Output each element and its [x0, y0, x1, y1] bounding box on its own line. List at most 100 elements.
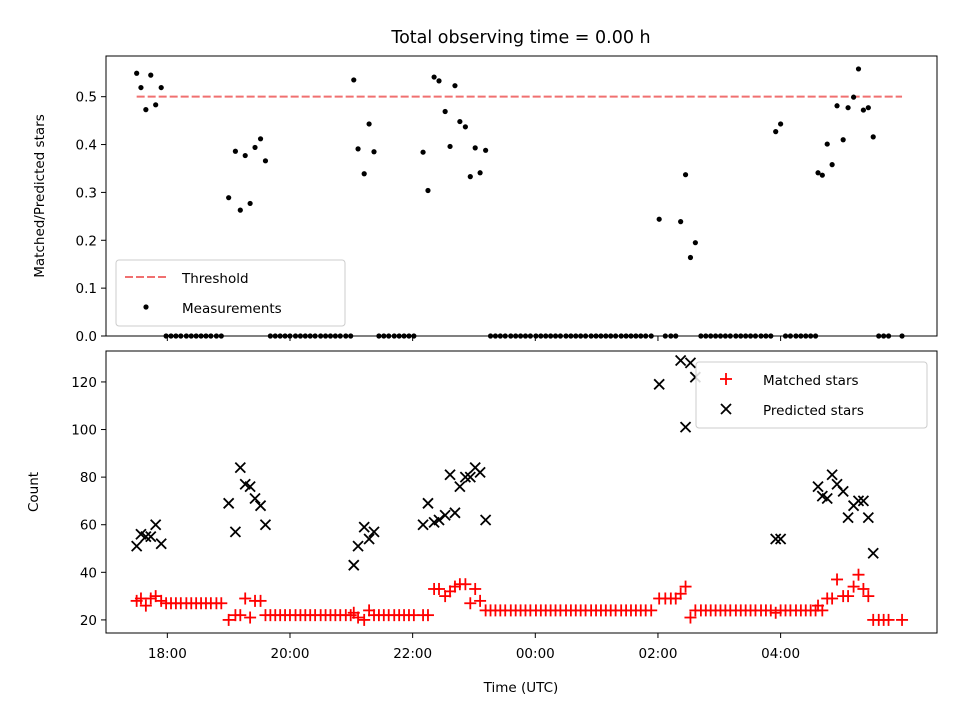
predicted-stars-point	[352, 540, 364, 552]
matched-stars-point	[459, 578, 472, 591]
measurement-point	[457, 118, 463, 125]
predicted-stars-point	[821, 492, 833, 505]
predicted-stars-point	[464, 471, 476, 483]
measurement-point	[773, 129, 779, 135]
matched-stars-point	[222, 613, 235, 626]
predicted-stars-stroke	[770, 533, 782, 545]
predicted-stars-stroke	[862, 511, 874, 524]
predicted-stars-point	[229, 526, 242, 538]
predicted-stars-point	[155, 538, 167, 550]
measurement-point	[687, 254, 694, 261]
matched-stars-point	[842, 590, 855, 603]
measurement-point	[237, 207, 243, 213]
measurement-point	[138, 84, 144, 91]
predicted-stars-stroke	[155, 538, 167, 550]
predicted-stars-point	[417, 519, 429, 531]
matched-stars-point	[139, 599, 152, 612]
top-x-axis	[166, 336, 782, 341]
ratio-panel: Total observing time = 0.00 h Matched/Pr…	[32, 28, 938, 345]
top-axes-frame	[105, 55, 938, 337]
predicted-stars-stroke	[135, 528, 147, 540]
predicted-stars-stroke	[234, 461, 246, 474]
measurement-point	[824, 141, 830, 147]
predicted-stars-stroke	[464, 471, 476, 483]
measurement-point	[483, 147, 489, 153]
measurement-point	[452, 83, 458, 89]
predicted-stars-point	[223, 497, 235, 509]
measurement-point	[870, 134, 876, 140]
predicted-stars-point	[812, 481, 824, 493]
predicted-stars-stroke	[352, 540, 364, 552]
matched-stars-point	[448, 580, 461, 593]
measurement-point	[420, 149, 426, 155]
measurement-point	[361, 171, 367, 177]
count-series-layer	[130, 354, 909, 626]
predicted-stars-point	[837, 485, 849, 498]
predicted-stars-point	[474, 466, 486, 479]
predicted-stars-stroke	[422, 497, 434, 509]
matched-stars-point	[882, 613, 895, 626]
measurement-point	[134, 70, 140, 76]
measurement-point	[845, 105, 851, 111]
predicted-stars-point	[444, 469, 456, 481]
bottom-y-axis: 20 40 60 80 100 120	[71, 375, 106, 629]
matched-stars-point	[433, 582, 446, 595]
predicted-stars-stroke	[259, 519, 272, 531]
bottom-y-tick-label: 60	[80, 518, 97, 534]
top-legend: Threshold Measurements	[115, 259, 346, 327]
bottom-legend-box	[695, 361, 928, 429]
matched-stars-point	[896, 613, 909, 626]
bottom-axes-frame	[105, 350, 938, 634]
measurement-point	[778, 121, 784, 127]
predicted-stars-point	[150, 519, 162, 531]
measurement-point	[242, 152, 248, 159]
bottom-x-tick-label: 00:00	[516, 646, 555, 662]
predicted-stars-stroke	[363, 533, 375, 545]
matched-stars-point	[344, 609, 357, 622]
matched-stars-point	[816, 604, 829, 617]
predicted-stars-point	[234, 461, 246, 474]
legend-matched-swatch	[720, 373, 732, 385]
predicted-stars-stroke	[816, 490, 828, 502]
matched-stars-point	[352, 611, 365, 624]
predicted-stars-stroke	[454, 481, 466, 493]
predicted-stars-point	[363, 533, 375, 545]
measurement-point	[678, 219, 684, 225]
legend-predicted-label: Predicted stars	[763, 403, 864, 419]
measurement-point	[262, 158, 269, 164]
predicted-stars-stroke	[474, 466, 486, 479]
measurement-point	[153, 102, 159, 108]
measurement-point	[366, 121, 372, 127]
predicted-stars-stroke	[239, 478, 251, 490]
matched-stars-point	[862, 590, 875, 603]
measurement-point	[477, 170, 483, 176]
measurement-point	[226, 195, 232, 201]
measurement-point	[351, 77, 357, 83]
measurement-point	[431, 74, 437, 80]
predicted-stars-point	[131, 540, 143, 552]
predicted-stars-stroke	[150, 519, 162, 531]
measurement-point	[472, 145, 478, 151]
legend-measurements-swatch	[143, 304, 149, 310]
measurement-point	[865, 105, 871, 111]
measurement-point	[447, 143, 453, 150]
predicted-stars-stroke	[852, 495, 865, 507]
matched-stars-point	[155, 594, 168, 607]
predicted-stars-stroke	[684, 357, 697, 369]
predicted-stars-point	[358, 521, 370, 533]
measurement-point	[692, 240, 698, 246]
matched-stars-point	[239, 592, 252, 605]
predicted-stars-point	[368, 526, 380, 538]
bottom-x-tick-label: 20:00	[271, 646, 310, 662]
top-y-tick-label: 0.4	[76, 138, 97, 154]
measurement-point	[467, 174, 473, 180]
measurement-point	[850, 94, 857, 100]
top-legend-box	[115, 259, 346, 327]
predicted-stars-point	[675, 354, 687, 367]
measurement-point	[371, 149, 377, 155]
measurement-point	[815, 170, 821, 176]
predicted-stars-point	[842, 511, 854, 524]
predicted-stars-stroke	[837, 485, 849, 498]
predicted-stars-point	[449, 507, 461, 519]
chart-title: Total observing time = 0.00 h	[390, 28, 650, 48]
